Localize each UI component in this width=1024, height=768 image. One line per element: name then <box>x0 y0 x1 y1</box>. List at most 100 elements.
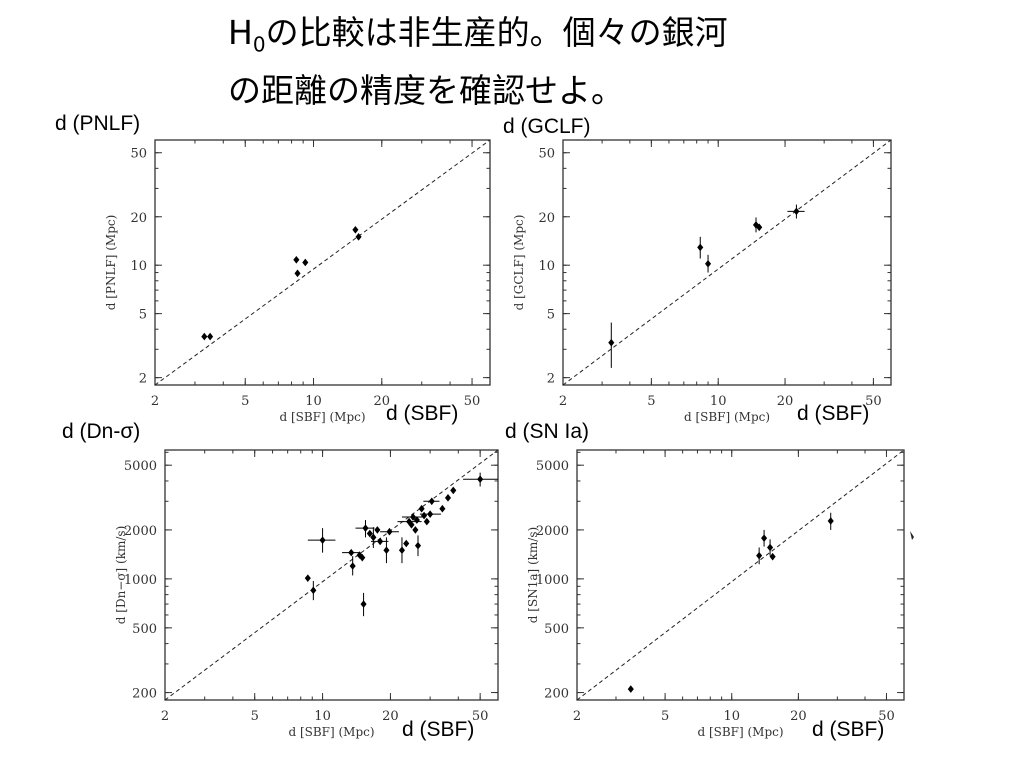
plot-frame <box>562 139 892 386</box>
data-point <box>769 552 776 561</box>
panel3-ylabel-slide: d (Dn-σ) <box>62 420 141 443</box>
data-point <box>827 517 834 525</box>
y-tick-label: 500 <box>544 622 569 637</box>
data-point <box>427 510 434 518</box>
data-point <box>403 539 410 548</box>
data-point <box>349 562 356 570</box>
data-point <box>410 513 417 521</box>
data-point <box>450 486 457 495</box>
x-tick-label: 5 <box>251 709 259 724</box>
x-tick-label: 50 <box>878 709 895 724</box>
data-point <box>310 586 317 595</box>
y-tick-label: 50 <box>130 147 147 162</box>
y-tick-label: 10 <box>538 259 555 274</box>
panel1-xlabel-slide: d (SBF) <box>386 402 459 425</box>
y-tick-label: 50 <box>538 147 555 162</box>
data-point <box>304 574 311 582</box>
data-point <box>370 533 377 542</box>
x-tick-label: 10 <box>710 394 727 409</box>
data-point <box>386 527 393 536</box>
y-tick-label: 5000 <box>536 459 569 474</box>
data-point <box>756 223 763 232</box>
chart-dn-sigma-vs-sbf: 2 5 10 20 50 200 500 1000 2000 5000 d [SBF] (Mpc) d… <box>114 449 499 739</box>
y-tick-label: 200 <box>132 687 157 702</box>
y-tick-label: 2 <box>139 372 147 387</box>
x-tick-label: 20 <box>374 394 391 409</box>
x-axis-label: d [SBF] (Mpc) <box>288 725 374 739</box>
y-axis-label: d [GCLF] (Mpc) <box>512 215 526 311</box>
data-point <box>374 526 381 534</box>
plot-frame <box>154 139 491 386</box>
y-axis-label: d [SN1a] (km/s) <box>526 527 540 623</box>
data-point <box>767 543 774 552</box>
data-point <box>413 516 420 524</box>
plot-frame <box>164 449 499 701</box>
panel2-xlabel-slide: d (SBF) <box>797 402 870 425</box>
data-point <box>793 207 800 216</box>
x-tick-label: 2 <box>573 709 581 724</box>
panel1-ylabel-slide: d (PNLF) <box>55 112 141 135</box>
y-tick-label: 2000 <box>536 524 569 539</box>
data-point <box>360 600 367 608</box>
x-tick-label: 20 <box>790 709 807 724</box>
data-point <box>439 504 446 513</box>
y-axis-label: d [PNLF] (Mpc) <box>104 215 118 311</box>
slide-title: H0の比較は非生産的。個々の銀河 の距離の精度を確認せよ。 <box>228 10 728 114</box>
x-tick-label: 2 <box>161 709 169 724</box>
data-point <box>412 526 419 534</box>
x-tick-label: 50 <box>865 394 882 409</box>
data-point <box>366 529 373 538</box>
x-tick-label: 5 <box>241 394 249 409</box>
x-tick-label: 2 <box>559 394 567 409</box>
y-tick-label: 5000 <box>124 459 157 474</box>
hubble-symbol: H <box>228 13 253 52</box>
y-tick-label: 1000 <box>124 573 157 588</box>
data-point <box>293 256 300 264</box>
slide-title-line2: の距離の精度を確認せよ。 <box>228 70 624 110</box>
data-point <box>362 524 369 532</box>
data-point <box>398 546 406 555</box>
plot-area <box>165 450 498 700</box>
x-tick-label: 10 <box>723 709 740 724</box>
y-tick-label: 200 <box>544 687 569 702</box>
x-axis-label: d [SBF] (Mpc) <box>279 410 365 424</box>
x-tick-label: 10 <box>305 394 322 409</box>
data-point <box>428 497 435 506</box>
data-point <box>383 546 390 555</box>
y-tick-label: 10 <box>130 259 147 274</box>
stray-mark <box>910 531 914 540</box>
chart-sn1a-vs-sbf: 2 5 10 20 50 200 500 1000 2000 5000 d [SBF] (Mpc) d… <box>526 449 905 739</box>
reference-line <box>165 450 498 700</box>
y-tick-label: 20 <box>538 211 555 226</box>
x-tick-label: 20 <box>777 394 794 409</box>
y-tick-label: 2 <box>547 372 555 387</box>
slide-title-line1-text: の比較は非生産的。個々の銀河 <box>265 13 728 52</box>
panel2-ylabel-slide: d (GCLF) <box>503 115 591 138</box>
panel4-ylabel-slide: d (SN Ia) <box>505 420 590 443</box>
data-point <box>697 243 704 252</box>
x-axis-label: d [SBF] (Mpc) <box>684 410 770 424</box>
plot-area <box>577 450 904 700</box>
data-point <box>627 685 634 693</box>
data-point <box>756 551 763 560</box>
data-point <box>359 553 366 562</box>
panel4-xlabel-slide: d (SBF) <box>812 718 885 741</box>
plot-area <box>155 140 490 385</box>
data-point <box>201 332 208 341</box>
data-point <box>705 260 712 268</box>
x-axis-label: d [SBF] (Mpc) <box>697 725 783 739</box>
data-point <box>406 517 413 526</box>
reference-line <box>563 140 891 385</box>
slide-title-line1: H0の比較は非生産的。個々の銀河 <box>228 10 728 68</box>
plot-frame <box>576 449 905 701</box>
data-point <box>477 475 484 484</box>
x-tick-label: 5 <box>661 709 669 724</box>
y-tick-label: 5 <box>547 308 555 323</box>
plot-area <box>563 140 891 385</box>
x-tick-label: 20 <box>382 709 399 724</box>
data-point <box>352 225 359 234</box>
chart-gclf-vs-sbf: 2 5 10 20 50 2 5 10 20 50 d [SBF] (Mpc) d [GCLF] (M… <box>512 139 892 424</box>
x-tick-label: 10 <box>314 709 331 724</box>
data-point <box>408 521 415 529</box>
y-tick-label: 500 <box>132 622 157 637</box>
